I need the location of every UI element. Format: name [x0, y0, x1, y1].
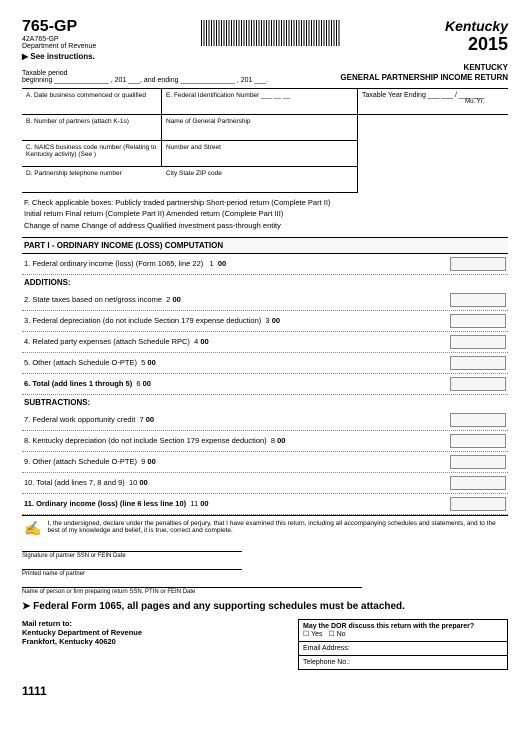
section-f: F. Check applicable boxes: Publicly trad…: [22, 193, 508, 235]
form-subcode: 42A765-GP: [22, 36, 96, 43]
box-a[interactable]: A. Date business commenced or qualified: [22, 89, 162, 115]
line-6-text: 6. Total (add lines 1 through 5) 6 00: [24, 379, 444, 388]
line-5: 5. Other (attach Schedule O-PTE) 5 00: [22, 353, 508, 374]
partnership-name[interactable]: Name of General Partnership: [162, 115, 358, 141]
see-instructions: See instructions.: [22, 52, 96, 61]
line-6-box[interactable]: [450, 377, 506, 391]
line-10: 10. Total (add lines 7, 8 and 9) 10 00: [22, 473, 508, 494]
tye-moyr: Mo. Yr.: [362, 99, 484, 105]
line-9-box[interactable]: [450, 455, 506, 469]
spacer: [358, 115, 508, 193]
preparer-telephone[interactable]: Telephone No.:: [299, 656, 507, 669]
period-beginning: beginning ______________ , 201 ___, and …: [22, 77, 268, 84]
line-1: 1. Federal ordinary income (loss) (Form …: [22, 254, 508, 275]
line-5-box[interactable]: [450, 356, 506, 370]
declaration-text: I, the undersigned, declare under the pe…: [47, 520, 506, 537]
form-number: 765-GP: [22, 18, 96, 36]
line-11: 11. Ordinary income (loss) (line 6 less …: [22, 494, 508, 515]
box-c[interactable]: C. NAICS business code number (Relating …: [22, 141, 162, 167]
box-b[interactable]: B. Number of partners (attach K-1s): [22, 115, 162, 141]
f-line2: Initial return Final return (Complete Pa…: [24, 208, 506, 219]
header-left: 765-GP 42A765-GP Department of Revenue S…: [22, 18, 96, 61]
line-7-text: 7. Federal work opportunity credit 7 00: [24, 415, 444, 424]
line-8: 8. Kentucky depreciation (do not include…: [22, 431, 508, 452]
city-state-zip[interactable]: City State ZIP code: [162, 167, 358, 193]
line-6: 6. Total (add lines 1 through 5) 6 00: [22, 374, 508, 395]
line-4: 4. Related party expenses (attach Schedu…: [22, 332, 508, 353]
box-e[interactable]: E. Federal Identification Number ___ __ …: [162, 89, 358, 115]
department-label: Department of Revenue: [22, 43, 96, 50]
page-number: 1111: [22, 684, 508, 698]
tye-label: Taxable Year Ending: [362, 92, 426, 99]
period-label: Taxable period: [22, 70, 268, 77]
mail-line1: Kentucky Department of Revenue: [22, 628, 142, 637]
line-1-box[interactable]: [450, 257, 506, 271]
declaration: ✍ I, the undersigned, declare under the …: [22, 515, 508, 541]
mail-line2: Frankfort, Kentucky 40620: [22, 637, 142, 646]
line-4-box[interactable]: [450, 335, 506, 349]
mail-address: Mail return to: Kentucky Department of R…: [22, 619, 142, 670]
line-3: 3. Federal depreciation (do not include …: [22, 311, 508, 332]
line-11-box[interactable]: [450, 497, 506, 511]
line-2-text: 2. State taxes based on net/gross income…: [24, 295, 444, 304]
preparer-no-checkbox[interactable]: No: [328, 631, 345, 638]
bottom-row: Mail return to: Kentucky Department of R…: [22, 619, 508, 670]
additions-header: ADDITIONS:: [22, 275, 508, 290]
title-line1: KENTUCKY: [340, 63, 508, 73]
taxable-period: Taxable period beginning ______________ …: [22, 70, 268, 84]
line-1-text: 1. Federal ordinary income (loss) (Form …: [24, 259, 444, 268]
line-11-text: 11. Ordinary income (loss) (line 6 less …: [24, 499, 444, 508]
subtractions-header: SUBTRACTIONS:: [22, 395, 508, 410]
line-2: 2. State taxes based on net/gross income…: [22, 290, 508, 311]
line-7-box[interactable]: [450, 413, 506, 427]
barcode: [201, 20, 341, 46]
federal-form-note: Federal Form 1065, all pages and any sup…: [22, 601, 508, 613]
form-page: 765-GP 42A765-GP Department of Revenue S…: [0, 0, 530, 716]
line-10-box[interactable]: [450, 476, 506, 490]
preparer-question: May the DOR discuss this return with the…: [299, 620, 507, 642]
signature-line-2[interactable]: Printed name of partner: [22, 569, 242, 577]
identification-grid: A. Date business commenced or qualified …: [22, 88, 508, 193]
number-street[interactable]: Number and Street: [162, 141, 358, 167]
f-line3: Change of name Change of address Qualifi…: [24, 220, 506, 231]
header-right: Kentucky 2015: [445, 18, 508, 55]
box-d[interactable]: D. Partnership telephone number: [22, 167, 162, 193]
line-3-text: 3. Federal depreciation (do not include …: [24, 316, 444, 325]
signature-block: Signature of partner SSN or FEIN Date Pr…: [22, 551, 508, 595]
tax-year: 2015: [445, 34, 508, 55]
line-10-text: 10. Total (add lines 7, 8 and 9) 10 00: [24, 478, 444, 487]
tye-fill: ___ ___ / ___ ___: [428, 92, 484, 99]
line-9: 9. Other (attach Schedule O-PTE) 9 00: [22, 452, 508, 473]
line-5-text: 5. Other (attach Schedule O-PTE) 5 00: [24, 358, 444, 367]
sign-here-icon: ✍: [24, 520, 41, 537]
line-3-box[interactable]: [450, 314, 506, 328]
signature-line-3[interactable]: Name of person or firm preparing return …: [22, 587, 362, 595]
taxable-year-ending[interactable]: Taxable Year Ending ___ ___ / ___ ___ Mo…: [358, 89, 508, 115]
header: 765-GP 42A765-GP Department of Revenue S…: [22, 18, 508, 61]
kentucky-logo: Kentucky: [445, 18, 508, 34]
signature-line-1[interactable]: Signature of partner SSN or FEIN Date: [22, 551, 242, 559]
mail-header: Mail return to:: [22, 619, 142, 628]
form-title: KENTUCKY GENERAL PARTNERSHIP INCOME RETU…: [340, 63, 508, 82]
line-9-text: 9. Other (attach Schedule O-PTE) 9 00: [24, 457, 444, 466]
preparer-email[interactable]: Email Address:: [299, 642, 507, 656]
preparer-box: May the DOR discuss this return with the…: [298, 619, 508, 670]
f-line1: F. Check applicable boxes: Publicly trad…: [24, 197, 506, 208]
preparer-yes-checkbox[interactable]: Yes: [303, 631, 323, 638]
line-4-text: 4. Related party expenses (attach Schedu…: [24, 337, 444, 346]
line-8-box[interactable]: [450, 434, 506, 448]
title-line2: GENERAL PARTNERSHIP INCOME RETURN: [340, 73, 508, 83]
line-2-box[interactable]: [450, 293, 506, 307]
part1-header: PART I - ORDINARY INCOME (LOSS) COMPUTAT…: [22, 237, 508, 254]
line-8-text: 8. Kentucky depreciation (do not include…: [24, 436, 444, 445]
line-7: 7. Federal work opportunity credit 7 00: [22, 410, 508, 431]
